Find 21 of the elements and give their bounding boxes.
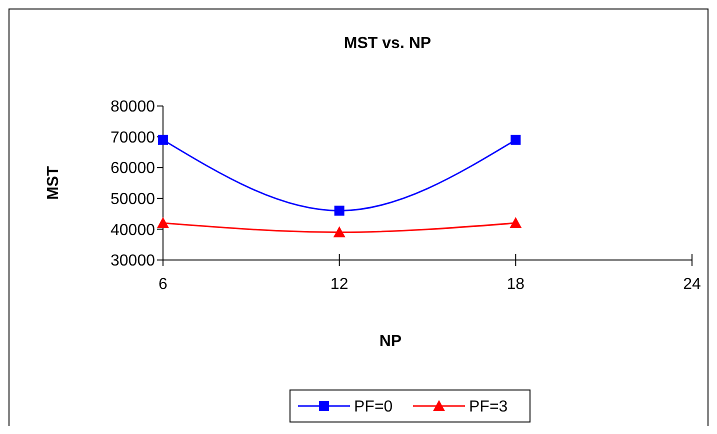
legend-label: PF=3: [469, 398, 508, 416]
x-tick-label: 24: [683, 276, 701, 293]
point: [158, 134, 168, 145]
x-tick-label: 6: [158, 276, 168, 293]
legend-label: PF=0: [354, 398, 393, 416]
point: [157, 217, 169, 228]
y-axis-title: MST: [45, 166, 62, 200]
x-tick-label: 18: [506, 276, 525, 293]
chart-title: MST vs. NP: [344, 35, 432, 52]
y-tick-label: 70000: [110, 129, 156, 146]
x-tick-label: 12: [330, 276, 348, 293]
y-tick-label: 30000: [110, 252, 156, 270]
point: [510, 134, 521, 145]
y-tick-label: 60000: [110, 160, 156, 178]
x-axis-title: NP: [379, 333, 402, 350]
point: [510, 217, 522, 228]
point: [333, 226, 346, 238]
y-tick-label: 80000: [110, 98, 156, 116]
y-tick-label: 40000: [110, 222, 156, 239]
y-tick-label: 50000: [110, 191, 156, 208]
point: [334, 206, 344, 216]
